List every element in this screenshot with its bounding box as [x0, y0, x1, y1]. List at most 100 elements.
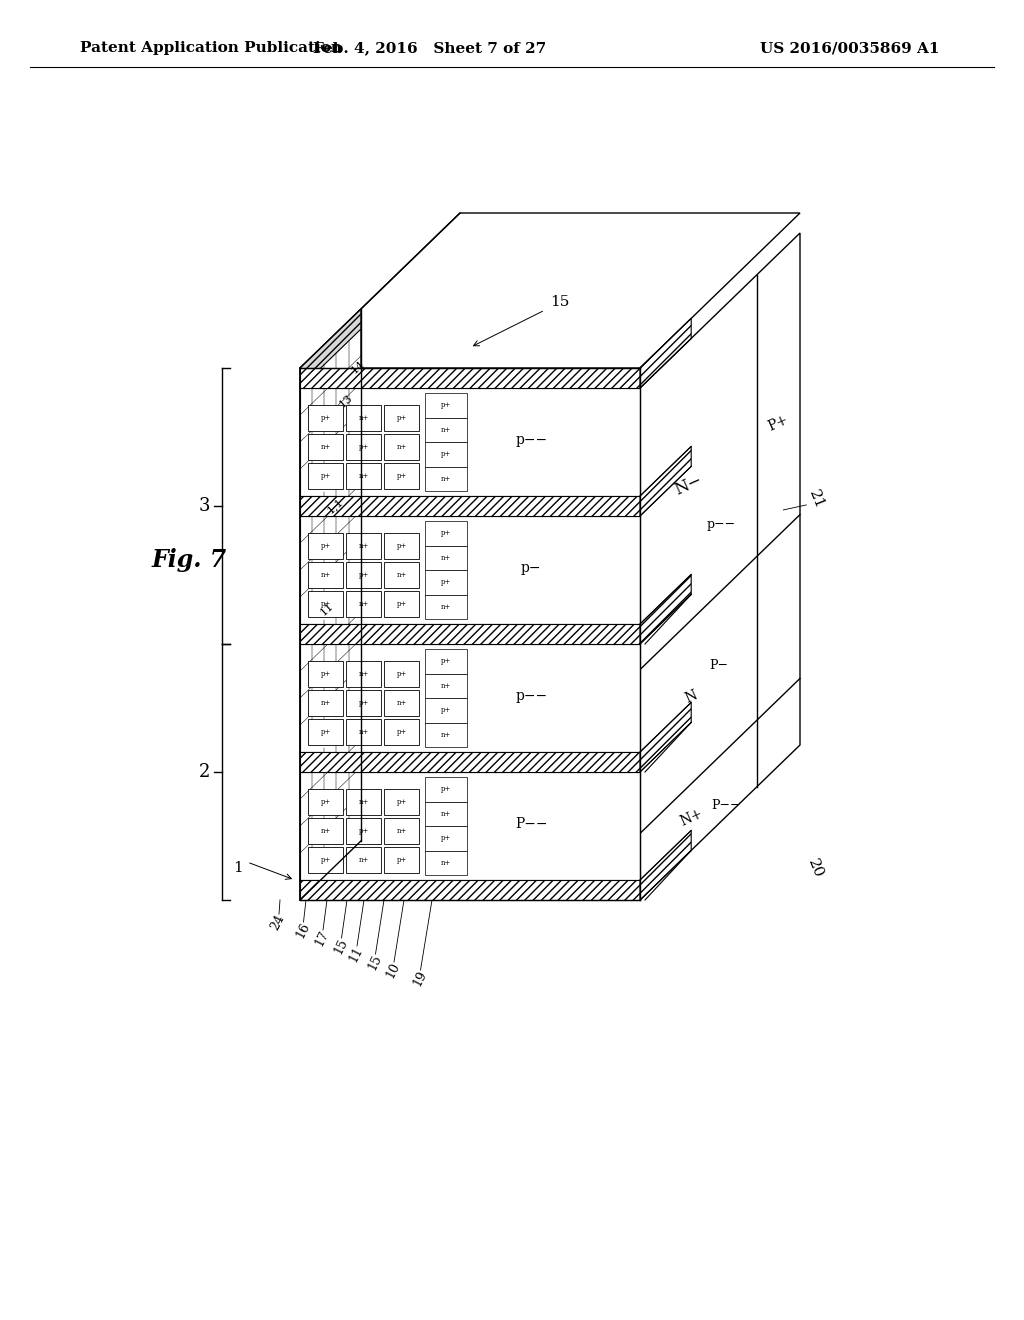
Bar	[308, 591, 343, 616]
Polygon shape	[640, 702, 691, 772]
Text: 15: 15	[331, 936, 350, 956]
Bar	[308, 847, 343, 873]
Text: n+: n+	[321, 572, 331, 579]
Bar	[308, 562, 343, 587]
Bar	[425, 442, 467, 466]
Text: 17: 17	[312, 928, 332, 948]
Text: p+: p+	[358, 828, 369, 836]
Text: n+: n+	[396, 572, 407, 579]
Bar	[346, 405, 381, 432]
Text: p+: p+	[441, 657, 452, 665]
Polygon shape	[300, 821, 360, 900]
Text: p+: p+	[321, 729, 331, 737]
Text: P−: P−	[710, 659, 728, 672]
Bar	[425, 801, 467, 826]
Bar	[425, 466, 467, 491]
Text: 2: 2	[199, 763, 210, 781]
Text: p−−: p−−	[515, 689, 547, 702]
Text: n+: n+	[321, 700, 331, 708]
Text: p+: p+	[396, 414, 407, 422]
Bar	[346, 661, 381, 686]
Bar	[384, 818, 419, 843]
Text: p+: p+	[441, 785, 452, 793]
Text: 21: 21	[806, 488, 826, 512]
Text: p+: p+	[441, 529, 452, 537]
Bar	[425, 393, 467, 417]
Polygon shape	[640, 830, 691, 900]
Text: n+: n+	[358, 799, 369, 807]
Polygon shape	[300, 713, 360, 880]
Bar	[308, 434, 343, 459]
Text: n+: n+	[358, 601, 369, 609]
Text: n+: n+	[358, 671, 369, 678]
Text: n+: n+	[441, 809, 452, 818]
Text: N−: N−	[672, 471, 705, 499]
Bar	[308, 789, 343, 814]
Text: n+: n+	[358, 729, 369, 737]
Text: p+: p+	[396, 601, 407, 609]
Bar	[308, 405, 343, 432]
Text: n+: n+	[441, 475, 452, 483]
Bar	[425, 777, 467, 801]
Text: p+: p+	[321, 671, 331, 678]
Polygon shape	[640, 446, 691, 516]
Text: p+: p+	[321, 601, 331, 609]
Bar	[384, 562, 419, 587]
Polygon shape	[300, 585, 360, 752]
Text: n+: n+	[358, 414, 369, 422]
Bar	[346, 818, 381, 843]
Text: 20: 20	[805, 857, 825, 880]
Text: p+: p+	[396, 473, 407, 480]
Text: p+: p+	[321, 414, 331, 422]
Bar	[425, 594, 467, 619]
Text: 15: 15	[366, 952, 384, 972]
Text: P−−: P−−	[712, 799, 740, 812]
Polygon shape	[300, 693, 360, 772]
Bar	[308, 719, 343, 744]
Bar	[425, 673, 467, 698]
Polygon shape	[300, 329, 360, 496]
Bar	[384, 690, 419, 715]
Bar	[425, 521, 467, 545]
Text: n+: n+	[441, 681, 452, 690]
Bar	[425, 698, 467, 722]
Polygon shape	[640, 318, 691, 388]
Text: p+: p+	[396, 543, 407, 550]
Text: 15: 15	[550, 294, 569, 309]
Text: Patent Application Publication: Patent Application Publication	[80, 41, 342, 55]
Text: N+: N+	[678, 807, 705, 829]
Text: p+: p+	[358, 572, 369, 579]
Polygon shape	[300, 437, 360, 516]
Bar	[425, 417, 467, 442]
Text: n+: n+	[441, 731, 452, 739]
Bar	[300, 752, 640, 772]
Bar	[384, 434, 419, 459]
Bar	[300, 496, 640, 516]
Bar	[384, 533, 419, 558]
Text: n+: n+	[358, 473, 369, 480]
Text: 1: 1	[233, 861, 243, 875]
Polygon shape	[640, 234, 800, 900]
Bar	[300, 388, 640, 496]
Text: p−−: p−−	[707, 519, 735, 532]
Bar	[425, 722, 467, 747]
Text: P+: P+	[766, 412, 791, 433]
Bar	[308, 463, 343, 488]
Text: Feb. 4, 2016   Sheet 7 of 27: Feb. 4, 2016 Sheet 7 of 27	[313, 41, 547, 55]
Text: p+: p+	[396, 729, 407, 737]
Polygon shape	[300, 565, 360, 644]
Bar	[384, 591, 419, 616]
Bar	[346, 847, 381, 873]
Text: p+: p+	[441, 450, 452, 458]
Text: 19: 19	[410, 968, 429, 989]
Text: p+: p+	[441, 706, 452, 714]
Text: p+: p+	[441, 401, 452, 409]
Bar	[346, 719, 381, 744]
Text: p+: p+	[396, 671, 407, 678]
Text: p+: p+	[358, 444, 369, 451]
Bar	[346, 690, 381, 715]
Bar	[346, 463, 381, 488]
Text: n+: n+	[396, 700, 407, 708]
Text: n+: n+	[441, 426, 452, 434]
Text: n+: n+	[396, 444, 407, 451]
